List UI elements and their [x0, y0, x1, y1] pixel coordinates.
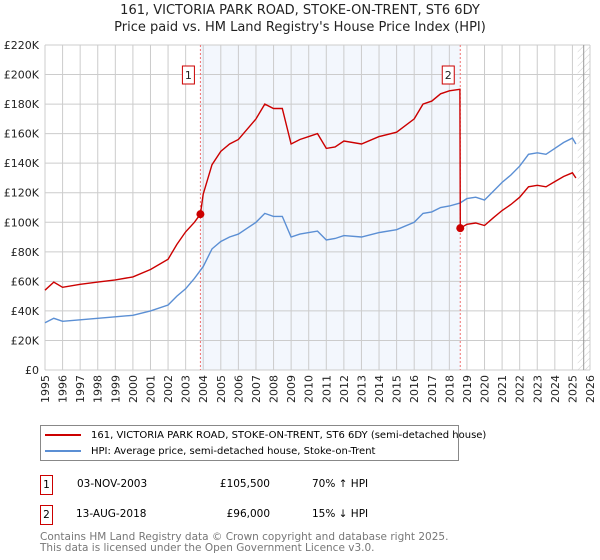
- hpi-series-line: [44, 137, 577, 324]
- legend-swatch: [45, 434, 81, 436]
- x-tick-label: 2011: [320, 375, 333, 403]
- footer-line: Contains HM Land Registry data © Crown c…: [40, 531, 449, 543]
- x-tick-label: 2004: [197, 375, 210, 403]
- transaction-badge: 2: [40, 505, 53, 525]
- x-tick-label: 2001: [144, 375, 157, 403]
- sale-badge-label: 1: [185, 69, 192, 82]
- legend-label: 161, VICTORIA PARK ROAD, STOKE-ON-TRENT,…: [91, 429, 487, 441]
- transaction-hpi: 15% ↓ HPI: [312, 508, 369, 520]
- x-tick-label: 2008: [268, 375, 281, 403]
- y-tick-label: £60K: [11, 275, 40, 288]
- sale-badge: [441, 65, 455, 85]
- x-tick-label: 2012: [338, 375, 351, 403]
- x-tick-label: 2017: [426, 375, 439, 403]
- x-tick-label: 2016: [408, 375, 421, 403]
- x-tick-label: 2014: [373, 375, 386, 403]
- sale-point: [196, 210, 205, 219]
- y-tick-label: £220K: [4, 39, 40, 52]
- x-tick-label: 2024: [549, 375, 562, 403]
- x-tick-label: 1997: [74, 375, 87, 403]
- legend: 161, VICTORIA PARK ROAD, STOKE-ON-TRENT,…: [40, 425, 486, 461]
- legend-swatch: [45, 450, 81, 452]
- x-tick-label: 2010: [303, 375, 316, 403]
- x-tick-label: 2022: [514, 375, 527, 403]
- price-chart: 1995 1996 1997 1998 1999 2000 2001 2002 2003 2004…: [4, 39, 597, 403]
- y-tick-label: £180K: [4, 98, 40, 111]
- x-tick-label: 2023: [531, 375, 544, 403]
- footer-line: This data is licensed under the Open Gov…: [40, 542, 375, 554]
- x-tick-label: 2026: [584, 375, 597, 403]
- x-tick-label: 2007: [250, 375, 263, 403]
- y-tick-label: £20K: [11, 334, 40, 347]
- x-tick-label: 1999: [109, 375, 122, 403]
- x-tick-label: 2000: [127, 375, 140, 403]
- transaction-price: £105,500: [219, 478, 270, 490]
- x-tick-label: 2005: [215, 375, 228, 403]
- transaction-badge: 1: [40, 475, 53, 495]
- legend-label: HPI: Average price, semi-detached house,…: [91, 445, 376, 457]
- y-tick-label: £40K: [11, 305, 40, 318]
- x-tick-label: 2009: [285, 375, 298, 403]
- y-tick-label: £160K: [4, 128, 40, 141]
- x-tick-label: 1996: [57, 375, 70, 403]
- transaction-date: 13-AUG-2018: [76, 508, 147, 520]
- y-tick-label: £120K: [4, 187, 40, 200]
- footer: Contains HM Land Registry data © Crown c…: [40, 532, 448, 554]
- transaction-row: 2 13-AUG-2018 £96,000 15% ↓ HPI: [40, 505, 380, 525]
- legend-item-hpi: HPI: Average price, semi-detached house,…: [45, 444, 375, 458]
- x-tick-label: 2002: [162, 375, 175, 403]
- chart-title: 161, VICTORIA PARK ROAD, STOKE-ON-TRENT,…: [120, 3, 480, 18]
- sale-badge: [181, 65, 195, 85]
- x-tick-label: 2019: [461, 375, 474, 403]
- y-tick-label: £140K: [4, 157, 40, 170]
- y-tick-label: £100K: [4, 216, 40, 229]
- y-tick-label: £200K: [4, 69, 40, 82]
- shaded-region: [200, 45, 461, 370]
- transaction-hpi: 70% ↑ HPI: [312, 478, 369, 490]
- sale-point: [456, 224, 465, 233]
- x-tick-label: 1998: [92, 375, 105, 403]
- x-tick-label: 2006: [232, 375, 245, 403]
- y-tick-label: £80K: [11, 246, 40, 259]
- x-tick-label: 2013: [355, 375, 368, 403]
- transaction-row: 1 03-NOV-2003 £105,500 70% ↑ HPI: [40, 475, 380, 495]
- x-tick-label: 2025: [566, 375, 579, 403]
- y-tick-label: £0: [25, 364, 39, 377]
- transaction-price: £96,000: [226, 508, 270, 520]
- property-series-line: [44, 88, 577, 291]
- x-tick-label: 2020: [479, 375, 492, 403]
- transaction-date: 03-NOV-2003: [77, 478, 148, 490]
- x-tick-label: 1995: [39, 375, 52, 403]
- chart-subtitle: Price paid vs. HM Land Registry's House …: [114, 20, 486, 35]
- x-tick-label: 2003: [180, 375, 193, 403]
- x-tick-label: 2015: [391, 375, 404, 403]
- legend-item-property: 161, VICTORIA PARK ROAD, STOKE-ON-TRENT,…: [45, 428, 486, 442]
- x-tick-label: 2018: [443, 375, 456, 403]
- x-tick-label: 2021: [496, 375, 509, 403]
- sale-badge-label: 2: [445, 69, 452, 82]
